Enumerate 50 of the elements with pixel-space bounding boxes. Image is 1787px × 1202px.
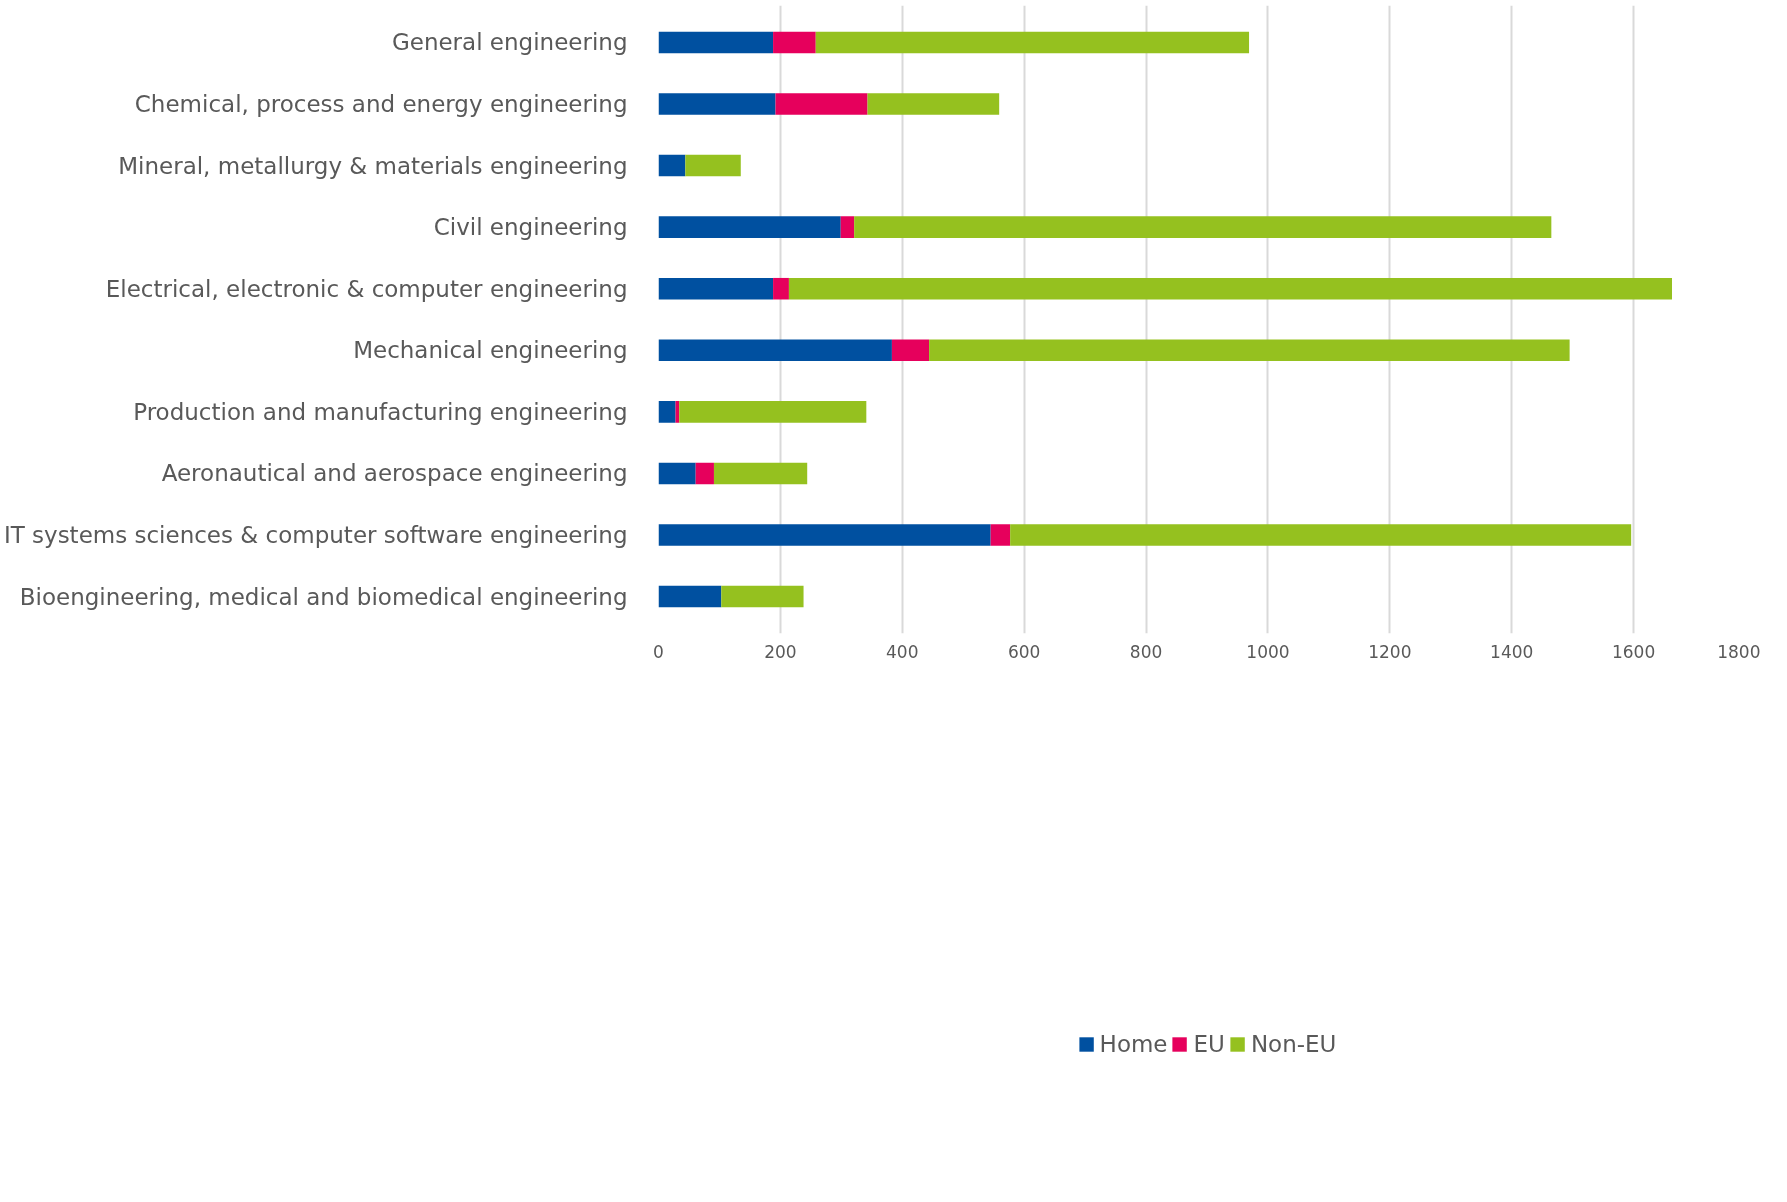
legend-label: Home xyxy=(1099,1030,1168,1057)
bar xyxy=(695,462,714,485)
bar xyxy=(773,31,816,54)
bar xyxy=(721,585,804,608)
bar xyxy=(658,93,776,115)
y-tick-label: Production and manufacturing engineering xyxy=(133,398,628,425)
y-tick-label: IT systems sciences & computer software engineering xyxy=(3,521,628,548)
bar xyxy=(840,216,855,238)
bar xyxy=(815,31,1250,54)
bar xyxy=(929,339,1570,362)
bar xyxy=(775,93,868,115)
bar xyxy=(1010,524,1632,546)
x-tick-label: 600 xyxy=(1007,641,1041,662)
bar xyxy=(658,401,676,423)
x-tick-label: 1600 xyxy=(1611,641,1656,662)
bar xyxy=(773,277,789,300)
bar xyxy=(658,216,841,238)
x-tick-label: 800 xyxy=(1129,641,1163,662)
bar xyxy=(891,339,930,362)
legend-label: Non-EU xyxy=(1250,1030,1337,1057)
y-tick-label: Chemical, process and energy engineering xyxy=(134,91,628,118)
x-tick-label: 1200 xyxy=(1368,641,1412,662)
bar xyxy=(658,31,774,54)
bar xyxy=(867,93,1000,115)
bar xyxy=(679,401,867,423)
bar xyxy=(713,462,808,485)
bar xyxy=(685,154,741,177)
bar xyxy=(788,277,1673,300)
bar xyxy=(990,524,1011,546)
y-tick-label: General engineering xyxy=(391,29,628,56)
x-tick-label: 200 xyxy=(764,641,797,662)
y-tick-label: Mineral, metallurgy & materials engineering xyxy=(118,152,628,179)
bar xyxy=(658,462,696,485)
x-tick-label: 1400 xyxy=(1490,641,1534,662)
y-tick-label: Civil engineering xyxy=(433,214,628,241)
bar xyxy=(658,524,991,546)
x-tick-label: 1000 xyxy=(1246,641,1290,662)
bar xyxy=(658,339,892,362)
x-tick-label: 0 xyxy=(653,641,664,662)
x-tick-label: 1800 xyxy=(1717,641,1761,662)
bar xyxy=(658,585,722,608)
y-tick-label: Bioengineering, medical and biomedical engineering xyxy=(19,583,628,610)
bar xyxy=(854,216,1552,238)
legend-label: EU xyxy=(1193,1030,1225,1057)
bar xyxy=(658,154,686,177)
y-tick-label: Aeronautical and aerospace engineering xyxy=(161,460,628,487)
bar xyxy=(658,277,774,300)
y-tick-label: Mechanical engineering xyxy=(353,337,628,364)
x-tick-label: 400 xyxy=(886,641,919,662)
y-tick-label: Electrical, electronic & computer engineering xyxy=(105,275,628,302)
